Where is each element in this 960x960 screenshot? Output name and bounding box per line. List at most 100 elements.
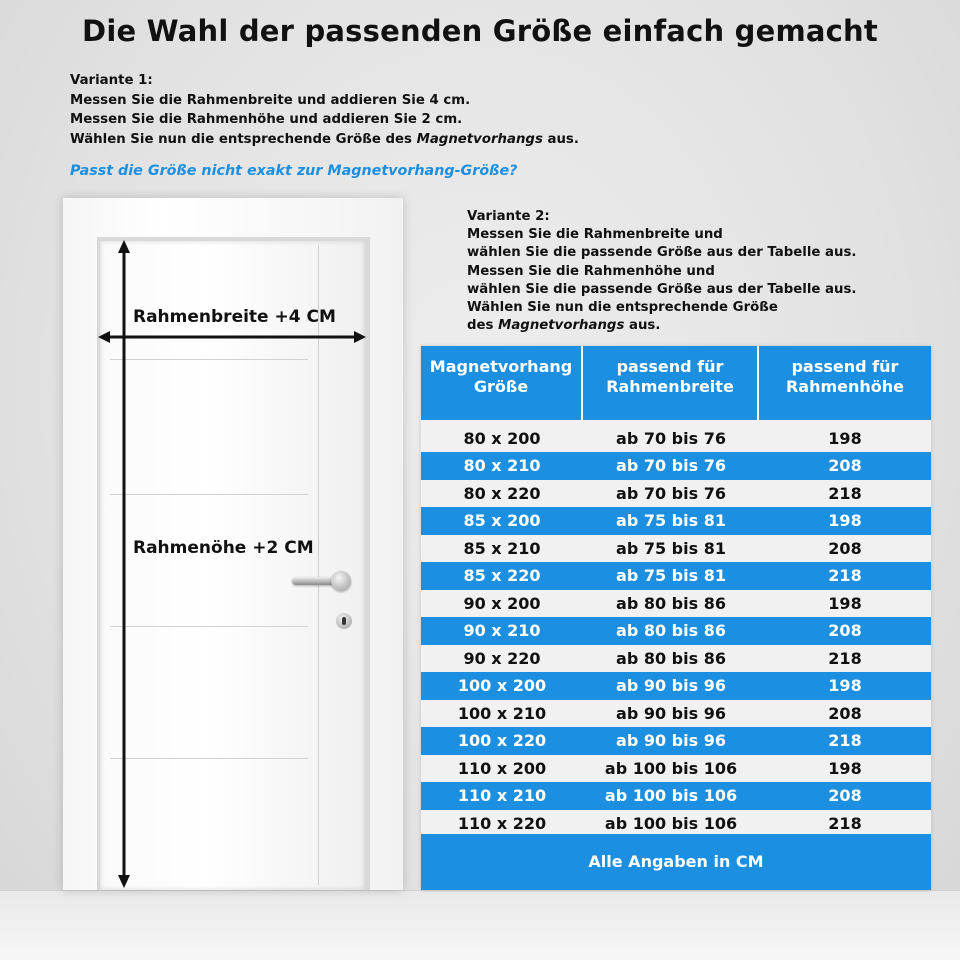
cell-height: 218 (828, 813, 862, 833)
cell-height: 198 (828, 511, 862, 531)
header-text: Rahmenbreite (606, 377, 734, 396)
keyhole-icon (336, 613, 352, 629)
header-frame-width: passend für Rahmenbreite (583, 346, 757, 420)
variant-1-heading: Variante 1: (70, 73, 153, 88)
cell-size: 110 x 200 (457, 758, 547, 778)
door-groove-horizontal (110, 494, 308, 495)
header-curtain-size: Magnetvorhang Größe (421, 346, 581, 420)
variant-2-line-4: wählen Sie die passende Größe aus der Ta… (467, 281, 857, 297)
cell-size: 80 x 210 (463, 456, 541, 476)
cell-height: 208 (828, 786, 862, 806)
header-text: Magnetvorhang (429, 357, 573, 376)
cell-width: ab 70 bis 76 (616, 483, 726, 503)
height-arrow-icon (118, 240, 130, 888)
table-row: 110 x 210 ab 100 bis 106 208 (421, 782, 931, 810)
table-header: Magnetvorhang Größe passend für Rahmenbr… (421, 346, 931, 420)
cell-size: 80 x 200 (463, 428, 541, 448)
page-title: Die Wahl der passenden Größe einfach gem… (82, 14, 878, 48)
width-arrow-icon (98, 331, 366, 343)
cell-width: ab 100 bis 106 (604, 786, 738, 806)
door-leaf (100, 241, 365, 890)
table-row: 85 x 220 ab 75 bis 81 218 (421, 562, 931, 590)
header-text: passend für (616, 357, 724, 376)
size-mismatch-hint: Passt die Größe nicht exakt zur Magnetvo… (70, 163, 518, 179)
cell-size: 85 x 220 (463, 566, 541, 586)
door-groove-horizontal (110, 626, 308, 627)
width-measure-label: Rahmenbreite +4 CM (133, 307, 336, 327)
cell-width: ab 90 bis 96 (616, 731, 726, 751)
variant-2-line-1: Messen Sie die Rahmenbreite und (467, 227, 723, 243)
table-row: 90 x 220 ab 80 bis 86 218 (421, 644, 931, 672)
table-row: 110 x 220 ab 100 bis 106 218 (421, 809, 931, 837)
cell-width: ab 100 bis 106 (604, 813, 738, 833)
variant-2-line-6: des Magnetvorhangs aus. (467, 317, 937, 335)
cell-size: 80 x 220 (463, 483, 541, 503)
cell-width: ab 80 bis 86 (616, 648, 726, 668)
variant-1-line-3-prefix: Wählen Sie nun die entsprechende Größe d… (70, 131, 417, 147)
door-groove-horizontal (110, 359, 308, 360)
size-table: Magnetvorhang Größe passend für Rahmenbr… (421, 346, 931, 890)
cell-size: 90 x 200 (463, 593, 541, 613)
table-row: 80 x 210 ab 70 bis 76 208 (421, 452, 931, 480)
variant-2-line-3: Messen Sie die Rahmenhöhe und (467, 263, 715, 279)
variant-1-instructions: Variante 1: Messen Sie die Rahmenbreite … (70, 71, 690, 149)
cell-height: 208 (828, 456, 862, 476)
header-text: Rahmenhöhe (785, 377, 905, 396)
table-row: 100 x 220 ab 90 bis 96 218 (421, 727, 931, 755)
door-groove-vertical (318, 245, 319, 885)
cell-width: ab 80 bis 86 (616, 593, 726, 613)
cell-size: 100 x 220 (457, 731, 547, 751)
variant-2-line-6-emphasis: Magnetvorhangs (498, 318, 625, 334)
table-row: 80 x 220 ab 70 bis 76 218 (421, 479, 931, 507)
variant-2-heading: Variante 2: (467, 209, 550, 224)
cell-width: ab 100 bis 106 (604, 758, 738, 778)
door-handle-rose-icon (331, 571, 351, 591)
table-body: 80 x 200 ab 70 bis 76 198 80 x 210 ab 70… (421, 420, 931, 837)
cell-size: 85 x 200 (463, 511, 541, 531)
header-frame-height: passend für Rahmenhöhe (759, 346, 931, 420)
table-row: 110 x 200 ab 100 bis 106 198 (421, 754, 931, 782)
cell-size: 110 x 210 (457, 786, 547, 806)
cell-width: ab 90 bis 96 (616, 703, 726, 723)
variant-1-line-3-emphasis: Magnetvorhangs (416, 131, 543, 147)
cell-width: ab 70 bis 76 (616, 428, 726, 448)
variant-2-line-2: wählen Sie die passende Größe aus der Ta… (467, 245, 857, 261)
variant-1-line-3-suffix: aus. (542, 131, 579, 147)
door-handle-icon (292, 577, 342, 585)
cell-height: 198 (828, 593, 862, 613)
cell-size: 100 x 200 (457, 676, 547, 696)
cell-height: 208 (828, 621, 862, 641)
door-groove-horizontal (110, 758, 308, 759)
variant-1-line-3: Wählen Sie nun die entsprechende Größe d… (70, 130, 690, 150)
variant-2-line-6-suffix: aus. (624, 318, 661, 334)
cell-size: 110 x 220 (457, 813, 547, 833)
cell-width: ab 70 bis 76 (616, 456, 726, 476)
variant-2-line-6-prefix: des (467, 318, 499, 334)
variant-2-instructions: Variante 2: Messen Sie die Rahmenbreite … (467, 208, 937, 335)
cell-height: 208 (828, 538, 862, 558)
cell-size: 85 x 210 (463, 538, 541, 558)
table-footer-note: Alle Angaben in CM (421, 834, 931, 890)
cell-width: ab 75 bis 81 (616, 538, 726, 558)
table-row: 85 x 200 ab 75 bis 81 198 (421, 507, 931, 535)
cell-size: 90 x 220 (463, 648, 541, 668)
cell-height: 208 (828, 703, 862, 723)
table-row: 90 x 210 ab 80 bis 86 208 (421, 617, 931, 645)
cell-size: 90 x 210 (463, 621, 541, 641)
cell-height: 198 (828, 758, 862, 778)
table-row: 100 x 210 ab 90 bis 96 208 (421, 699, 931, 727)
cell-width: ab 90 bis 96 (616, 676, 726, 696)
cell-width: ab 75 bis 81 (616, 566, 726, 586)
cell-height: 218 (828, 566, 862, 586)
table-row: 85 x 210 ab 75 bis 81 208 (421, 534, 931, 562)
header-text: Größe (473, 377, 529, 396)
table-row: 100 x 200 ab 90 bis 96 198 (421, 672, 931, 700)
cell-height: 198 (828, 428, 862, 448)
variant-1-line-1: Messen Sie die Rahmenbreite und addieren… (70, 92, 471, 108)
header-text: passend für (791, 357, 899, 376)
cell-height: 218 (828, 731, 862, 751)
cell-height: 198 (828, 676, 862, 696)
cell-height: 218 (828, 648, 862, 668)
table-row: 80 x 200 ab 70 bis 76 198 (421, 420, 931, 452)
